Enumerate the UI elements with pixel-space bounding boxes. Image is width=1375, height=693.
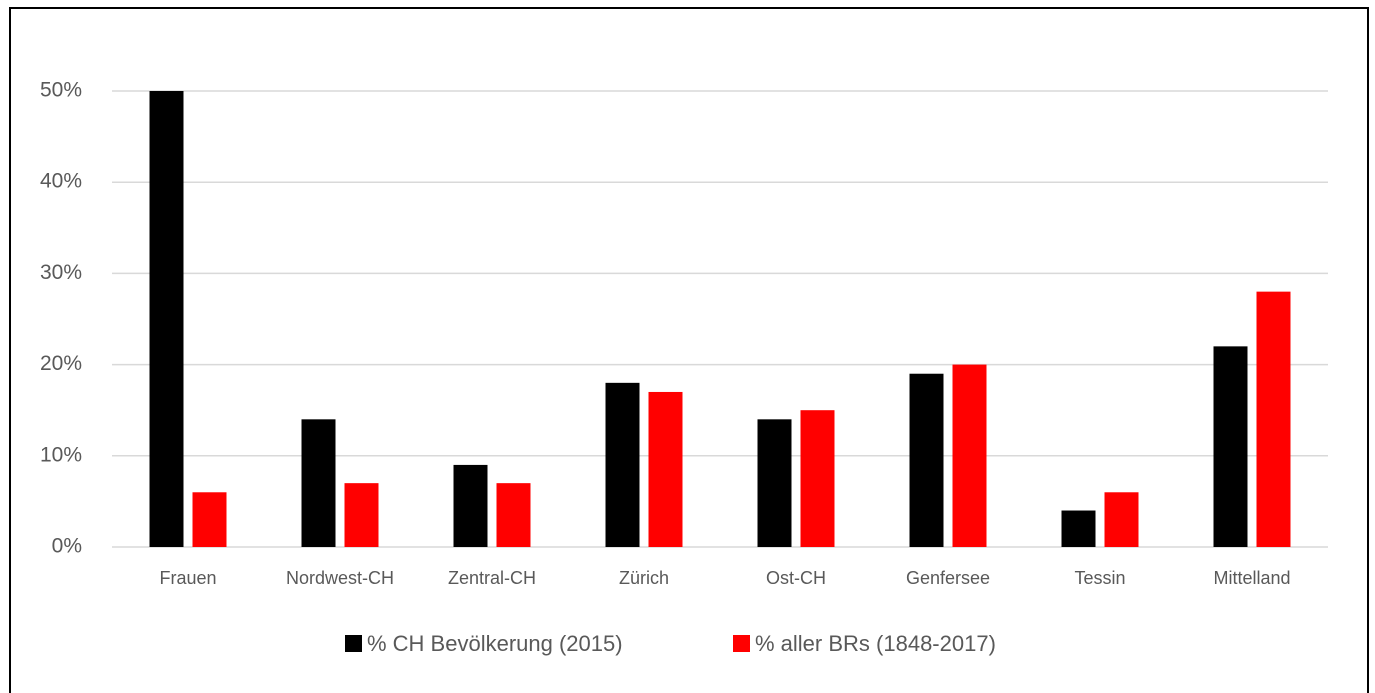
chart-frame: [9, 7, 1369, 693]
y-tick-label: 10%: [40, 443, 82, 466]
legend-label: % CH Bevölkerung (2015): [367, 631, 623, 656]
bar: [952, 364, 987, 547]
x-tick-label: Zentral-CH: [448, 568, 536, 588]
x-tick-label: Mittelland: [1213, 568, 1290, 588]
x-tick-label: Tessin: [1074, 568, 1125, 588]
bar: [1256, 291, 1291, 547]
legend-swatch: [733, 635, 750, 652]
bar: [192, 492, 227, 547]
bar: [453, 464, 488, 547]
y-tick-label: 50%: [40, 79, 82, 102]
bar: [605, 382, 640, 547]
x-tick-label: Ost-CH: [766, 568, 826, 588]
legend-swatch: [345, 635, 362, 652]
bar: [301, 419, 336, 547]
bar: [496, 483, 531, 547]
legend-label: % aller BRs (1848-2017): [755, 631, 996, 656]
y-tick-label: 30%: [40, 261, 82, 284]
bar: [1104, 492, 1139, 547]
x-tick-label: Genfersee: [906, 568, 990, 588]
bar: [149, 91, 184, 547]
bar: [800, 410, 835, 547]
y-tick-label: 40%: [40, 170, 82, 193]
x-tick-label: Frauen: [159, 568, 216, 588]
bar: [344, 483, 379, 547]
y-tick-label: 0%: [52, 535, 82, 558]
y-tick-label: 20%: [40, 352, 82, 375]
bar: [648, 391, 683, 547]
bar: [1213, 346, 1248, 547]
bar: [757, 419, 792, 547]
bar: [1061, 510, 1096, 547]
bar: [909, 373, 944, 547]
x-tick-label: Nordwest-CH: [286, 568, 394, 588]
x-tick-label: Zürich: [619, 568, 669, 588]
